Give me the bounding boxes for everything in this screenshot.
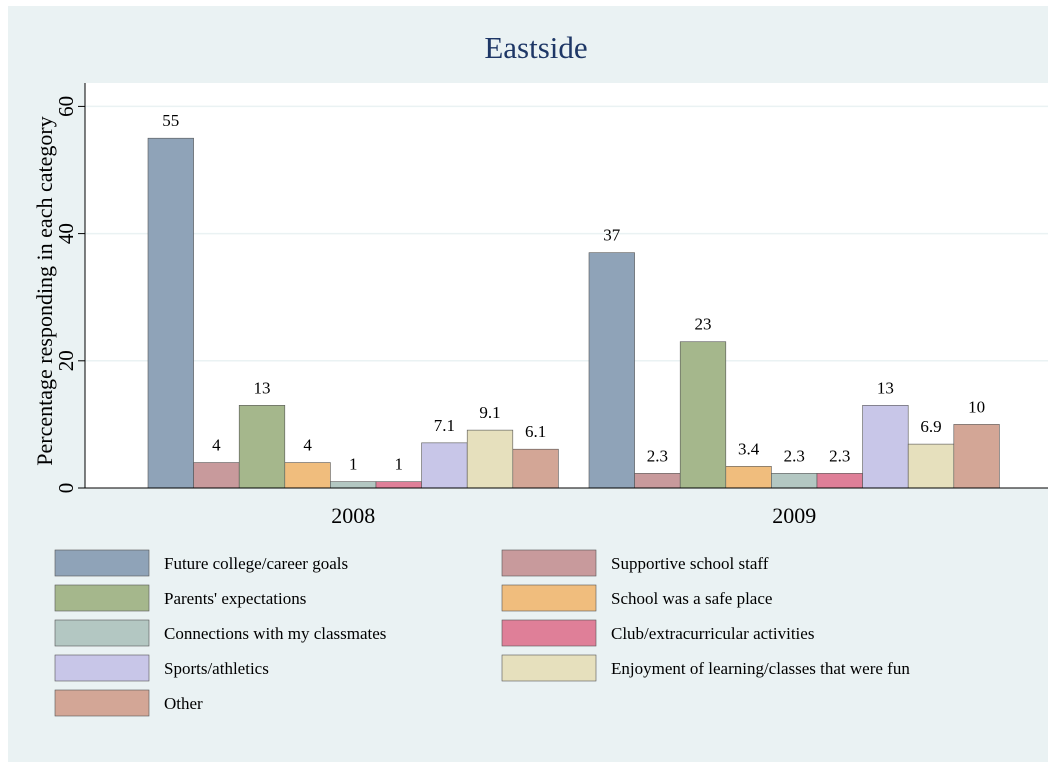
legend-label: Other [164, 694, 203, 713]
bar-value-label: 6.9 [920, 417, 941, 436]
legend-label: Enjoyment of learning/classes that were … [611, 659, 910, 678]
bar [771, 473, 818, 489]
bar-value-label: 4 [212, 436, 221, 455]
data-labels: 55 4 13 4 1 1 7.1 9.1 6.1 37 2.3 23 3.4 2.3 2.3 13 6.9 10 [162, 111, 985, 473]
bar-value-label: 23 [695, 315, 712, 334]
bar-value-label: 4 [303, 436, 312, 455]
bar-value-label: 3.4 [738, 439, 760, 458]
legend-swatch [501, 584, 597, 612]
bar-value-label: 9.1 [479, 403, 500, 422]
bar [421, 442, 468, 489]
bar [816, 473, 863, 489]
bar [679, 341, 727, 489]
legend-item: School was a safe place [501, 584, 772, 612]
legend-label: Supportive school staff [611, 554, 769, 573]
y-tick-label: 60 [54, 96, 78, 117]
legend-swatch [501, 549, 597, 577]
bar [725, 466, 772, 489]
y-axis-title: Percentage responding in each category [32, 116, 57, 465]
legend-item: Sports/athletics [54, 654, 269, 682]
legend-label: Parents' expectations [164, 589, 306, 608]
y-tick-label: 20 [54, 350, 78, 371]
bar [330, 481, 377, 489]
legend-swatch [54, 689, 150, 717]
bar [634, 473, 681, 489]
chart-title: Eastside [484, 30, 587, 65]
legend-item: Supportive school staff [501, 549, 769, 577]
bar [238, 405, 286, 489]
legend-item: Connections with my classmates [54, 619, 386, 647]
legend-swatch [54, 619, 150, 647]
bars [147, 137, 1000, 489]
bar-value-label: 1 [349, 455, 358, 474]
bar [588, 252, 635, 489]
chart-frame: 55 4 13 4 1 1 7.1 9.1 6.1 37 2.3 23 3.4 2.3 2.3 13 6.9 10… [8, 6, 1048, 762]
legend-label: Sports/athletics [164, 659, 269, 678]
bar-value-label: 10 [968, 397, 985, 416]
legend-item: Enjoyment of learning/classes that were … [501, 654, 910, 682]
legend-swatch [501, 619, 597, 647]
y-tick-label: 40 [54, 223, 78, 244]
bar-value-label: 55 [162, 111, 179, 130]
legend-label: Connections with my classmates [164, 624, 386, 643]
x-category-label: 2009 [772, 503, 816, 528]
bar-value-label: 13 [877, 378, 894, 397]
bar-value-label: 13 [254, 378, 271, 397]
legend-item: Parents' expectations [54, 584, 306, 612]
bar [193, 462, 240, 489]
bar-chart: 55 4 13 4 1 1 7.1 9.1 6.1 37 2.3 23 3.4 2.3 2.3 13 6.9 10… [32, 30, 1048, 717]
bar-value-label: 6.1 [525, 422, 546, 441]
bar [284, 462, 331, 489]
axes: 0 20 40 60 2008 2009 [54, 83, 1048, 528]
bar [375, 481, 422, 489]
bar-value-label: 2.3 [647, 446, 668, 465]
bar [512, 448, 559, 489]
x-category-label: 2008 [331, 503, 375, 528]
bar [953, 424, 1000, 489]
bar-value-label: 1 [395, 455, 404, 474]
legend-swatch [501, 654, 597, 682]
legend-label: Future college/career goals [164, 554, 348, 573]
legend-item: Club/extracurricular activities [501, 619, 814, 647]
bar [862, 405, 909, 489]
bar-value-label: 2.3 [829, 446, 850, 465]
legend-label: Club/extracurricular activities [611, 624, 814, 643]
legend-swatch [54, 549, 150, 577]
bar-value-label: 7.1 [434, 416, 455, 435]
bar [147, 137, 194, 489]
bar [907, 443, 955, 489]
gridlines [85, 105, 1048, 362]
bar-value-label: 37 [603, 226, 621, 245]
bar [466, 429, 514, 489]
legend: Future college/career goals Supportive sc… [54, 549, 910, 717]
legend-swatch [54, 654, 150, 682]
legend-item: Future college/career goals [54, 549, 348, 577]
y-tick-label: 0 [54, 483, 78, 494]
legend-swatch [54, 584, 150, 612]
bar-value-label: 2.3 [784, 446, 805, 465]
legend-label: School was a safe place [611, 589, 772, 608]
legend-item: Other [54, 689, 203, 717]
